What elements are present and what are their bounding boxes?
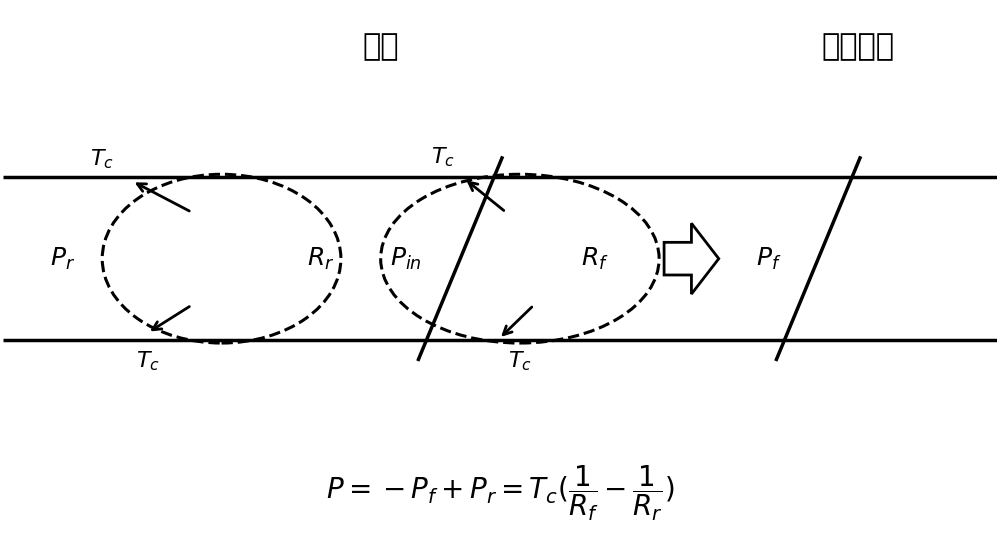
Text: $R_r$: $R_r$ [307, 245, 335, 272]
Text: $T_c$: $T_c$ [136, 350, 160, 373]
Text: $T_c$: $T_c$ [431, 146, 455, 169]
Text: 细胞: 细胞 [362, 32, 399, 61]
Text: $P_{in}$: $P_{in}$ [390, 245, 421, 272]
Text: $T_c$: $T_c$ [90, 147, 114, 171]
Text: $P_r$: $P_r$ [50, 245, 75, 272]
Text: $P_f$: $P_f$ [756, 245, 781, 272]
Text: $T_c$: $T_c$ [508, 350, 532, 373]
Text: $R_f$: $R_f$ [581, 245, 608, 272]
Text: 压缩通道: 压缩通道 [822, 32, 895, 61]
Text: $P = -P_f + P_r = T_c(\dfrac{1}{R_f} - \dfrac{1}{R_r})$: $P = -P_f + P_r = T_c(\dfrac{1}{R_f} - \… [326, 463, 674, 522]
